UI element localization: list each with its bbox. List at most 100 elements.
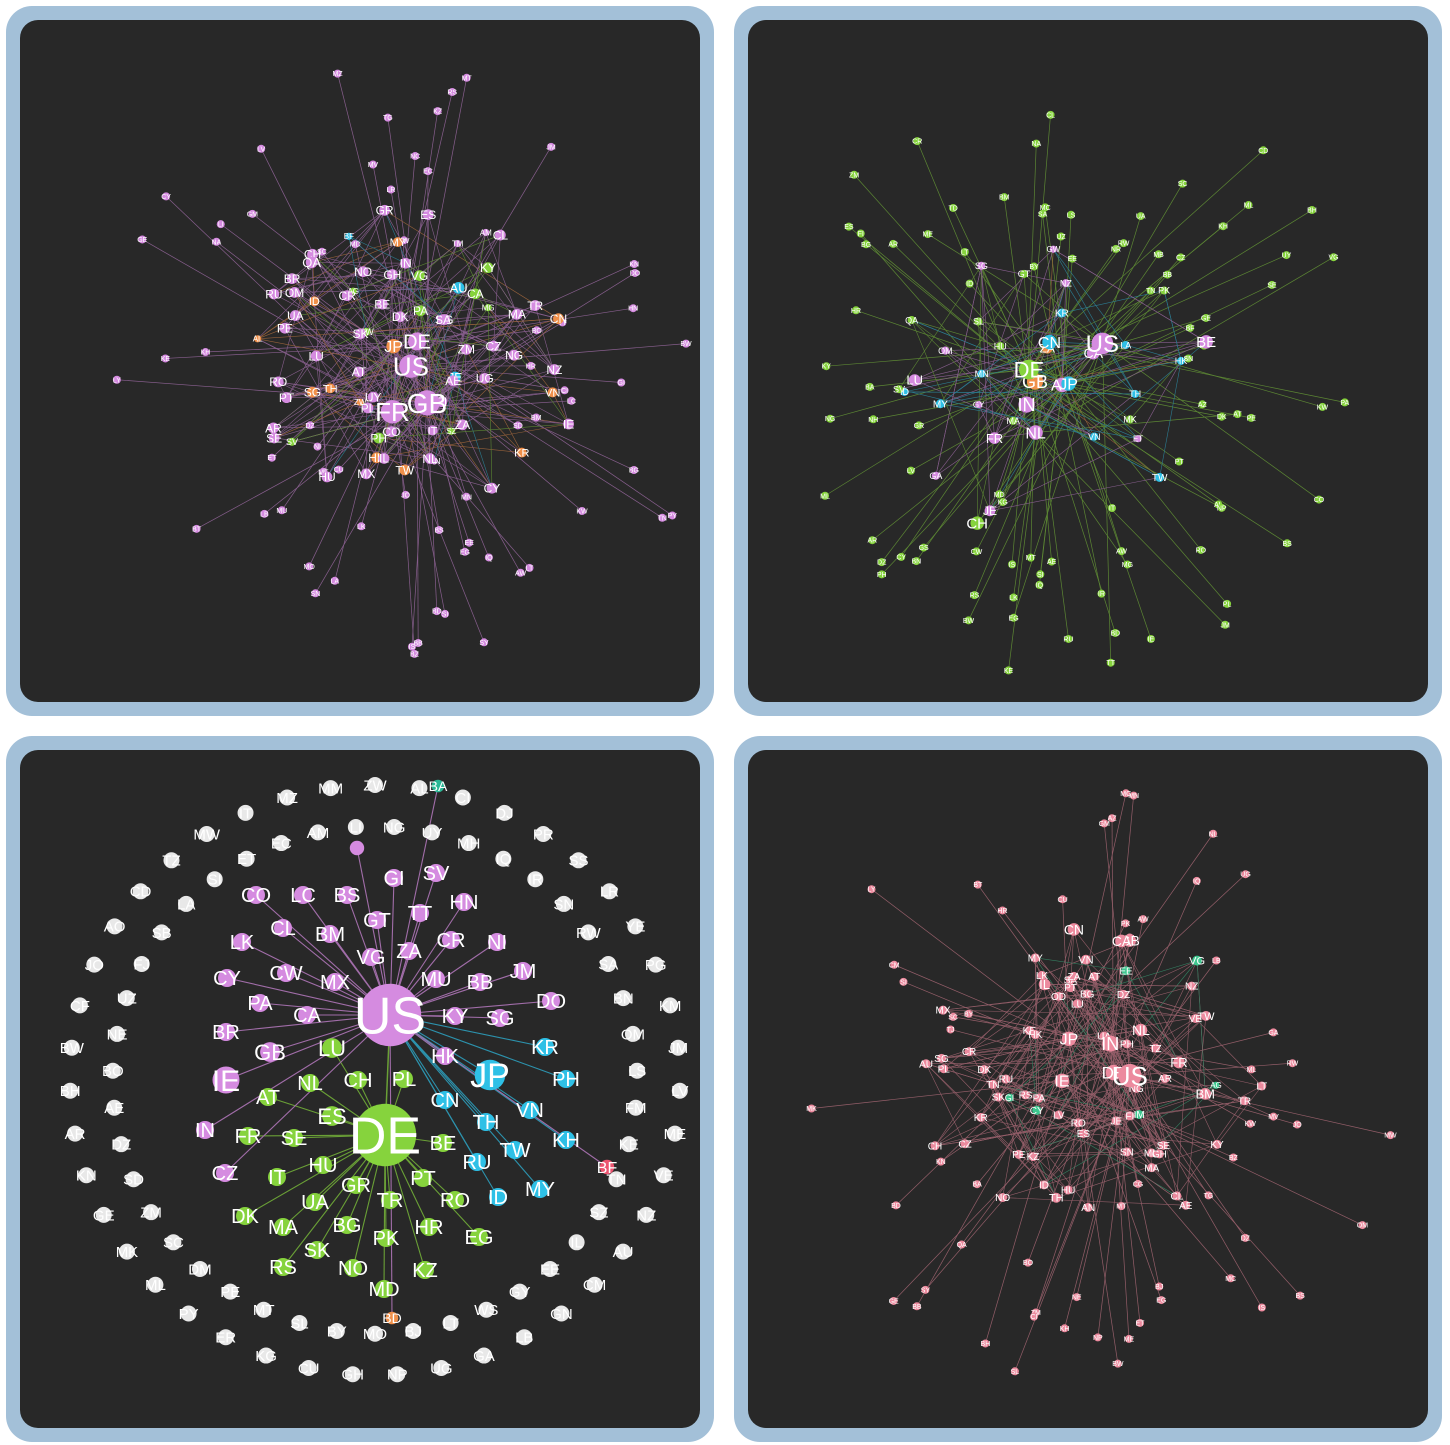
node-dot[interactable]	[965, 279, 974, 288]
node-label[interactable]: DE	[403, 332, 431, 354]
node-label[interactable]: JE	[983, 504, 997, 518]
node-dot[interactable]	[1204, 1191, 1213, 1200]
node-label[interactable]: SG	[975, 261, 988, 271]
node-label[interactable]: HN	[450, 892, 479, 914]
node-dot[interactable]	[495, 850, 512, 867]
node-dot[interactable]	[1160, 1074, 1170, 1084]
node-dot[interactable]	[356, 398, 364, 406]
node-label[interactable]: GE	[1201, 315, 1211, 322]
node-dot[interactable]	[347, 818, 364, 835]
node-dot[interactable]	[462, 73, 471, 82]
node-label[interactable]: BR	[212, 1022, 240, 1044]
node-label[interactable]: TM	[452, 239, 464, 248]
node-label[interactable]: JM	[546, 144, 556, 151]
node-label[interactable]: MN	[1128, 793, 1139, 800]
node-dot[interactable]	[427, 864, 445, 882]
node-label[interactable]: BD	[432, 609, 442, 616]
node-dot[interactable]	[344, 1366, 361, 1383]
node-dot[interactable]	[939, 1064, 949, 1074]
node-dot[interactable]	[1108, 504, 1117, 513]
node-dot[interactable]	[279, 322, 291, 334]
node-dot[interactable]	[1247, 1065, 1256, 1074]
node-label[interactable]: CN	[1064, 922, 1084, 938]
node-dot[interactable]	[368, 160, 377, 169]
node-label[interactable]: UA	[1097, 1032, 1111, 1043]
node-label[interactable]: NE	[1072, 1295, 1082, 1302]
node-label[interactable]: BM	[315, 924, 345, 946]
node-label[interactable]: KW	[576, 509, 588, 516]
node-label[interactable]: TH	[1049, 1193, 1064, 1205]
node-dot[interactable]	[251, 994, 269, 1012]
node-label[interactable]: SL	[1011, 1369, 1020, 1376]
node-dot[interactable]	[238, 850, 255, 867]
node-dot[interactable]	[212, 237, 221, 246]
node-label[interactable]: GS	[919, 545, 929, 552]
node-dot[interactable]	[322, 780, 339, 797]
node-label[interactable]: MY	[1028, 953, 1043, 964]
node-dot[interactable]	[86, 956, 103, 973]
node-dot[interactable]	[1257, 1303, 1266, 1312]
node-dot[interactable]	[386, 818, 403, 835]
node-label[interactable]: IN	[195, 1120, 215, 1142]
node-dot[interactable]	[957, 1240, 966, 1249]
node-dot[interactable]	[1386, 1131, 1395, 1140]
node-dot[interactable]	[1241, 1233, 1250, 1242]
node-label[interactable]: AE	[1179, 1201, 1193, 1212]
node-label[interactable]: GB	[407, 388, 447, 419]
node-dot[interactable]	[460, 547, 469, 556]
node-label[interactable]: UZ	[1056, 234, 1066, 241]
node-label[interactable]: EG	[1009, 615, 1019, 622]
node-dot[interactable]	[1158, 1140, 1168, 1150]
node-label[interactable]: MC	[1040, 205, 1051, 212]
node-label[interactable]: EG	[1156, 1298, 1166, 1305]
node-label[interactable]: BG	[861, 242, 871, 249]
node-label[interactable]: BN	[911, 559, 921, 566]
node-dot[interactable]	[1187, 981, 1197, 991]
node-label[interactable]: DK	[231, 1206, 259, 1228]
node-label[interactable]: TW	[499, 1140, 530, 1162]
node-dot[interactable]	[212, 1066, 240, 1094]
node-label[interactable]: BF	[344, 232, 354, 241]
node-label[interactable]: JM	[510, 961, 537, 983]
node-label[interactable]: LK	[357, 524, 366, 531]
node-dot[interactable]	[1190, 1013, 1200, 1023]
node-dot[interactable]	[206, 871, 223, 888]
node-label[interactable]: MN	[461, 494, 472, 501]
node-label[interactable]: BD	[1110, 630, 1120, 637]
node-label[interactable]: CR	[437, 930, 466, 952]
node-label[interactable]: UA	[1136, 214, 1146, 221]
node-dot[interactable]	[277, 506, 286, 515]
node-dot[interactable]	[567, 396, 576, 405]
node-label[interactable]: BA	[429, 778, 448, 794]
node-dot[interactable]	[1212, 956, 1221, 965]
node-label[interactable]: UG	[1240, 872, 1251, 879]
node-dot[interactable]	[1100, 819, 1109, 828]
node-label[interactable]: KE	[1004, 668, 1014, 675]
node-label[interactable]: PK	[373, 1228, 400, 1250]
node-dot[interactable]	[1054, 991, 1064, 1001]
node-label[interactable]: RS	[269, 1257, 297, 1279]
node-label[interactable]: CU	[334, 467, 344, 474]
node-dot[interactable]	[1155, 1282, 1164, 1291]
node-label[interactable]: NL	[297, 1073, 323, 1095]
node-dot[interactable]	[1154, 1149, 1164, 1159]
node-label[interactable]: PH	[552, 1069, 580, 1091]
node-label[interactable]: AL	[410, 781, 428, 798]
node-label[interactable]: HR	[997, 908, 1007, 915]
node-label[interactable]: ZW	[354, 398, 367, 407]
node-dot[interactable]	[488, 340, 499, 352]
node-label[interactable]: SA	[598, 956, 618, 973]
node-dot[interactable]	[1072, 1293, 1081, 1302]
node-dot[interactable]	[1032, 1105, 1042, 1115]
node-dot[interactable]	[462, 492, 471, 501]
node-label[interactable]: TN	[658, 515, 667, 522]
node-label[interactable]: OM	[938, 346, 953, 356]
node-label[interactable]: BD	[382, 1310, 401, 1326]
node-dot[interactable]	[1124, 1334, 1133, 1343]
node-dot[interactable]	[662, 997, 679, 1014]
node-label[interactable]: DZ	[1241, 1235, 1251, 1242]
node-dot[interactable]	[1136, 212, 1145, 221]
node-dot[interactable]	[1329, 253, 1338, 262]
node-dot[interactable]	[1196, 545, 1205, 554]
node-label[interactable]: CY	[896, 554, 906, 561]
